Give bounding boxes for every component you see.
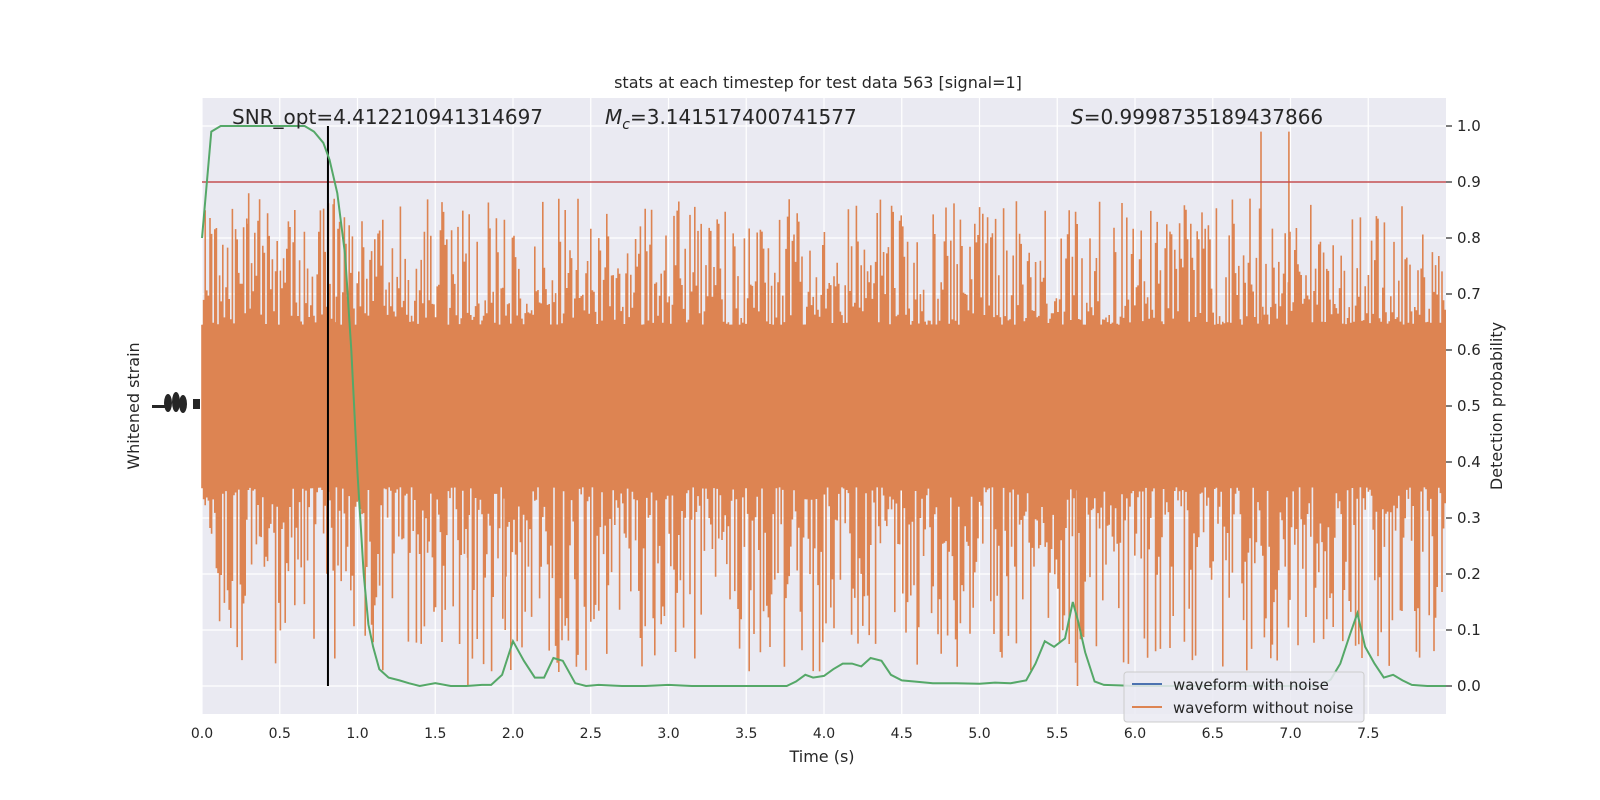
x-tick-label: 7.0 <box>1279 726 1301 742</box>
x-tick-label: 1.5 <box>424 726 446 742</box>
x-axis-label: Time (s) <box>788 747 854 766</box>
legend: waveform with noise waveform without noi… <box>1123 671 1365 723</box>
score-annotation: S=0.9998735189437866 <box>1071 105 1323 129</box>
right-tick-label: 0.6 <box>1457 341 1481 359</box>
x-tick-label: 4.0 <box>813 726 835 742</box>
chirp-mass-value: =3.141517400741577 <box>630 105 857 129</box>
chirp-mass-annotation: Mc=3.141517400741577 <box>605 105 857 133</box>
x-tick-label: 0.0 <box>191 726 213 742</box>
right-tick-label: 0.4 <box>1457 453 1481 471</box>
right-tick-label: 1.0 <box>1457 117 1481 135</box>
x-tick-label: 5.0 <box>968 726 990 742</box>
right-tick-label: 0.2 <box>1457 565 1481 583</box>
x-tick-label: 2.5 <box>580 726 602 742</box>
right-tick-label: 0.1 <box>1457 621 1481 639</box>
right-tick-label: 0.9 <box>1457 173 1481 191</box>
score-symbol: S <box>1071 105 1084 129</box>
x-tick-label: 4.5 <box>891 726 913 742</box>
x-tick-label: 7.5 <box>1357 726 1379 742</box>
right-tick-label: 0.8 <box>1457 229 1481 247</box>
right-tick-label: 0.3 <box>1457 509 1481 527</box>
x-tick-label: 3.5 <box>735 726 757 742</box>
score-value: =0.9998735189437866 <box>1084 105 1323 129</box>
right-tick-label: 0.0 <box>1457 677 1481 695</box>
x-tick-label: 1.0 <box>346 726 368 742</box>
left-axis-label: Whitened strain <box>124 342 143 469</box>
noise-spikes <box>201 131 1446 686</box>
legend-label-without-noise: waveform without noise <box>1173 699 1353 717</box>
legend-label-with-noise: waveform with noise <box>1173 676 1329 694</box>
x-tick-label: 6.5 <box>1202 726 1224 742</box>
x-axis-ticks: 0.0 0.5 1.0 1.5 2.0 2.5 3.0 3.5 4.0 4.5 5.0 5.5 6.0 6… <box>191 726 1380 742</box>
chirp-mass-symbol: M <box>605 105 622 129</box>
right-tick-label: 0.7 <box>1457 285 1481 303</box>
whitened-strain-band <box>201 131 1446 686</box>
left-axis-offset-glyph <box>152 392 200 413</box>
snr-annotation: SNR_opt=4.412210941314697 <box>232 105 543 129</box>
x-tick-label: 5.5 <box>1046 726 1068 742</box>
right-tick-label: 0.5 <box>1457 397 1481 415</box>
right-axis-ticks: 0.0 0.1 0.2 0.3 0.4 0.5 0.6 0.7 0.8 0.9 1.0 <box>1446 117 1481 695</box>
x-tick-label: 3.0 <box>657 726 679 742</box>
right-axis-label: Detection probability <box>1487 322 1506 490</box>
x-tick-label: 0.5 <box>269 726 291 742</box>
legend-box <box>1123 671 1365 723</box>
x-tick-label: 6.0 <box>1124 726 1146 742</box>
chart-title: stats at each timestep for test data 563… <box>614 73 1022 92</box>
x-tick-label: 2.0 <box>502 726 524 742</box>
chirp-mass-subscript: c <box>622 117 630 133</box>
